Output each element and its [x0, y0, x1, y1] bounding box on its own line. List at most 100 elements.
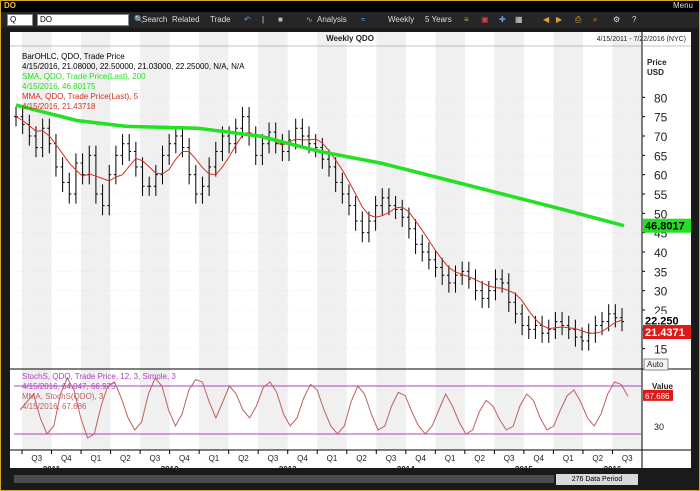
last-price-tag: 22.250	[645, 316, 679, 328]
help-icon[interactable]: ?	[632, 15, 637, 24]
quarter-band	[22, 32, 52, 450]
chart-date-range: 4/15/2011 - 7/22/2016 (NYC)	[597, 36, 686, 43]
x-tick-label: Q3	[622, 454, 633, 463]
x-tick-label: Q4	[297, 454, 308, 463]
sma-price-tag: 46.8017	[645, 221, 685, 233]
x-tick-label: Q3	[504, 454, 515, 463]
quarter-band	[435, 32, 465, 450]
window-title: DO	[4, 1, 16, 10]
zoom-in-icon[interactable]: ⌕	[593, 15, 598, 24]
zoom-icon[interactable]: ▣	[481, 15, 489, 24]
symbol-value: DO	[40, 15, 52, 24]
stoch-value-tag-bg	[643, 389, 673, 401]
mma-price-tag-bg	[643, 325, 691, 340]
menu-button[interactable]: Menu	[672, 1, 693, 10]
sma-price-tag-bg	[643, 218, 691, 233]
price-legend-title: MMA, QDO, Trade Price(Last), 5	[22, 92, 139, 101]
price-axis-unit: USD	[647, 68, 664, 77]
price-tick-label: 65	[654, 149, 668, 163]
price-legend-values: 4/15/2016, 46.80175	[22, 82, 96, 91]
x-tick-label: Q2	[356, 454, 367, 463]
stoch-axis-label: Value	[652, 382, 673, 391]
x-tick-label: Q2	[120, 454, 131, 463]
range-select[interactable]: 5 Years	[425, 15, 452, 24]
chart-title: Weekly QDO	[326, 34, 374, 43]
scroll-right-icon[interactable]: ▶	[556, 15, 563, 24]
analysis-icon[interactable]: ∿	[306, 15, 313, 24]
price-tick-label: 60	[654, 169, 668, 183]
period-select[interactable]: Weekly	[388, 15, 415, 24]
price-legend-title: BarOHLC, QDO, Trade Price	[22, 52, 125, 61]
separator-icon: |	[262, 15, 265, 24]
x-tick-label: Q3	[150, 454, 161, 463]
x-tick-label: Q4	[61, 454, 72, 463]
x-tick-label: Q2	[474, 454, 485, 463]
stoch-legend-values: 4/15/2016, 64.047, 66.975	[22, 382, 116, 391]
price-legend-values: 4/15/2016, 21.08000, 22.50000, 21.03000,…	[22, 62, 245, 71]
undo-icon[interactable]: ↶	[244, 15, 251, 24]
x-tick-label: Q3	[386, 454, 397, 463]
stoch-legend-title: MMA, StochS(QDO), 3	[22, 392, 104, 401]
crosshair-icon[interactable]: ✚	[499, 15, 506, 24]
x-tick-label: Q4	[415, 454, 426, 463]
x-tick-label: Q2	[238, 454, 249, 463]
x-tick-label: Q1	[209, 454, 220, 463]
symbol-type-select[interactable]: Q	[7, 14, 33, 26]
price-tick-label: 80	[654, 91, 668, 105]
timeline-scrollbar[interactable]	[14, 475, 554, 483]
price-tick-label: 15	[654, 343, 668, 357]
x-tick-label: Q1	[563, 454, 574, 463]
quarter-band	[199, 32, 229, 450]
quarter-band	[494, 32, 524, 450]
last-price-tag-bg	[643, 313, 691, 328]
x-tick-label: Q3	[268, 454, 279, 463]
quarter-band	[553, 32, 583, 450]
symbol-type-value: Q	[10, 15, 17, 24]
mma-line	[15, 116, 623, 334]
stoch-legend-title: StochS, QDO, Trade Price, 12, 3, Simple,…	[22, 372, 176, 381]
scroll-left-icon[interactable]: ◀	[543, 15, 550, 24]
price-tick-label: 40	[654, 246, 668, 260]
search-icon[interactable]: 🔍	[134, 15, 144, 24]
related-button[interactable]: Related	[172, 15, 200, 24]
price-auto-label: Auto	[647, 360, 664, 369]
stoch-legend-values: 4/15/2016, 67.686	[22, 402, 87, 411]
x-tick-label: Q2	[592, 454, 603, 463]
folder-icon[interactable]: ■	[278, 15, 283, 24]
chart-svg: Weekly QDO 4/15/2011 - 7/22/2016 (NYC) Pri…	[10, 32, 691, 474]
price-tick-label: 70	[654, 130, 668, 144]
x-tick-label: Q4	[179, 454, 190, 463]
print-icon[interactable]: ⎙	[575, 15, 582, 24]
x-tick-label: Q1	[327, 454, 338, 463]
sma-line	[15, 103, 625, 228]
x-tick-label: Q3	[31, 454, 42, 463]
quarter-band	[81, 32, 111, 450]
price-tick-label: 30	[654, 285, 668, 299]
symbol-input[interactable]: DO	[37, 14, 129, 26]
grid-icon[interactable]: ▦	[515, 15, 523, 24]
quarter-band	[612, 32, 642, 450]
settings-icon[interactable]: ⚙	[613, 15, 621, 24]
data-period-label: 276 Data Period	[556, 474, 638, 485]
studies-icon[interactable]: ≈	[361, 15, 366, 24]
analysis-button[interactable]: Analysis	[317, 15, 347, 24]
title-bar: DO Menu	[1, 1, 699, 12]
stoch-line	[19, 376, 629, 439]
price-legend-values: 4/15/2016, 21.43718	[22, 102, 96, 111]
mma-price-tag: 21.4371	[645, 327, 685, 339]
search-button[interactable]: Search	[142, 15, 168, 24]
toolbar: Q DO 🔍 Search Related Trade ↶ | ■ ∿ Anal…	[1, 12, 699, 28]
price-tick-label: 50	[654, 207, 668, 221]
price-tick-label: 75	[654, 111, 668, 125]
price-legend-title: SMA, QDO, Trade Price(Last), 200	[22, 72, 146, 81]
price-axis-label: Price	[647, 58, 667, 67]
x-tick-label: Q1	[90, 454, 101, 463]
price-tick-label: 35	[654, 265, 668, 279]
price-tick-label: 55	[654, 188, 668, 202]
trade-button[interactable]: Trade	[210, 15, 231, 24]
chart-type-icon[interactable]: ≡	[464, 15, 469, 24]
chart-area[interactable]: Weekly QDO 4/15/2011 - 7/22/2016 (NYC) Pri…	[10, 32, 691, 474]
stoch-value-tag: 67.686	[645, 392, 670, 401]
quarter-band	[317, 32, 347, 450]
x-tick-label: Q4	[533, 454, 544, 463]
